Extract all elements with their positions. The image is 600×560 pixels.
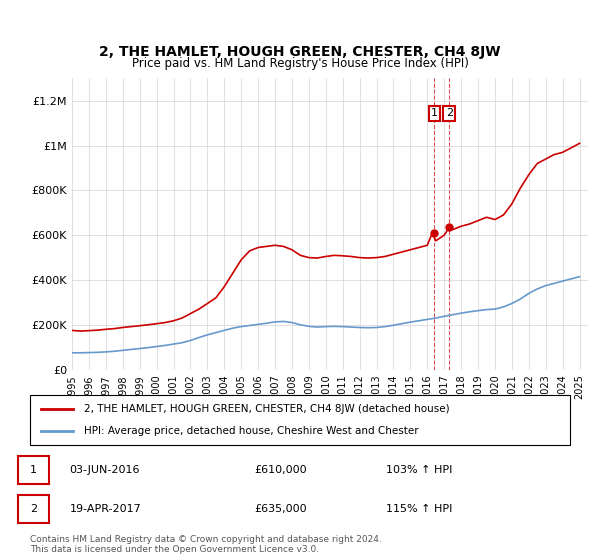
Text: 2: 2	[446, 108, 453, 118]
Text: 03-JUN-2016: 03-JUN-2016	[70, 465, 140, 475]
FancyBboxPatch shape	[18, 495, 49, 523]
Text: Price paid vs. HM Land Registry's House Price Index (HPI): Price paid vs. HM Land Registry's House …	[131, 57, 469, 70]
Text: 103% ↑ HPI: 103% ↑ HPI	[386, 465, 453, 475]
Text: 115% ↑ HPI: 115% ↑ HPI	[386, 504, 453, 514]
Text: 2, THE HAMLET, HOUGH GREEN, CHESTER, CH4 8JW: 2, THE HAMLET, HOUGH GREEN, CHESTER, CH4…	[99, 45, 501, 59]
Text: £635,000: £635,000	[254, 504, 307, 514]
Text: 1: 1	[30, 465, 37, 475]
Text: 2, THE HAMLET, HOUGH GREEN, CHESTER, CH4 8JW (detached house): 2, THE HAMLET, HOUGH GREEN, CHESTER, CH4…	[84, 404, 449, 414]
Text: 19-APR-2017: 19-APR-2017	[70, 504, 142, 514]
Text: 1: 1	[431, 108, 438, 118]
Text: HPI: Average price, detached house, Cheshire West and Chester: HPI: Average price, detached house, Ches…	[84, 426, 419, 436]
Text: 2: 2	[30, 504, 37, 514]
Text: Contains HM Land Registry data © Crown copyright and database right 2024.
This d: Contains HM Land Registry data © Crown c…	[30, 535, 382, 554]
FancyBboxPatch shape	[30, 395, 570, 445]
FancyBboxPatch shape	[18, 456, 49, 484]
Text: £610,000: £610,000	[254, 465, 307, 475]
